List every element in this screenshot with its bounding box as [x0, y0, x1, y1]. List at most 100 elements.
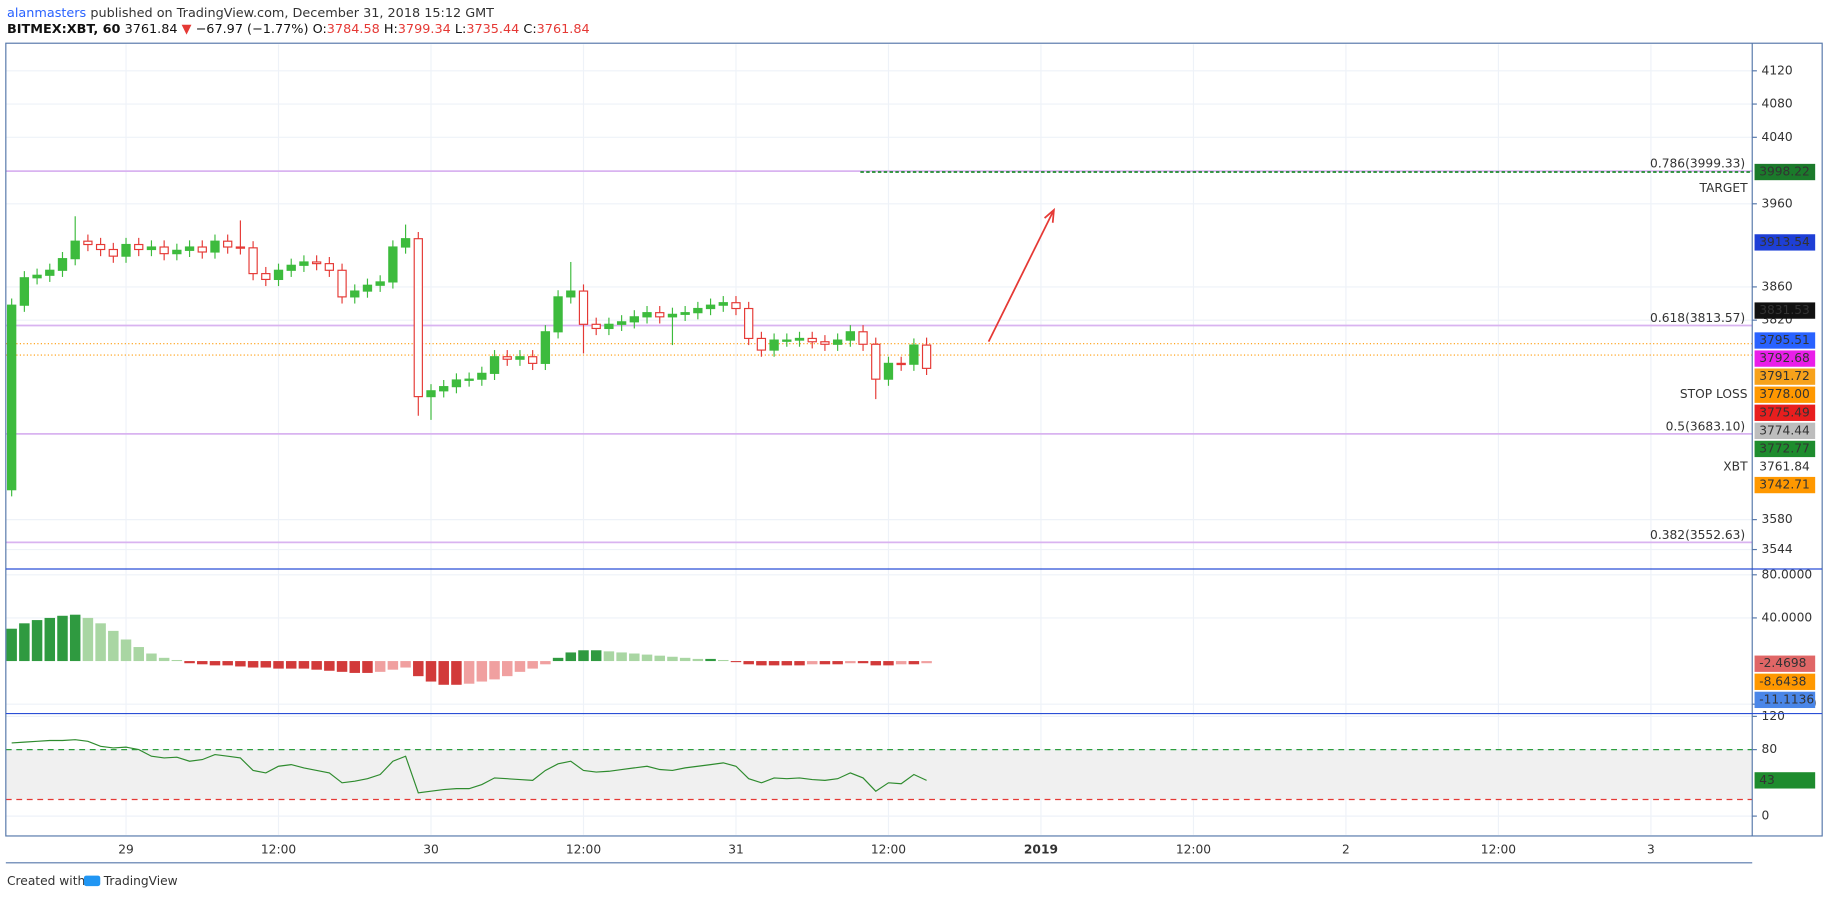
x-tick-label: 3 [1647, 842, 1655, 856]
price-tag [1754, 163, 1816, 181]
author[interactable]: alanmasters [7, 5, 87, 20]
candle-body [718, 302, 728, 306]
histogram-bar [883, 661, 894, 666]
y-tick-label: 3544 [1762, 542, 1793, 556]
candle-body [845, 331, 856, 341]
fib-label: 0.5(3683.10) [1666, 419, 1746, 433]
candle-body [210, 240, 220, 253]
candle-body [477, 372, 487, 380]
candle-body [388, 246, 398, 283]
price-tag-label: 3772.77 [1759, 441, 1810, 455]
candle-body [896, 362, 906, 366]
price-tag [1754, 234, 1816, 251]
histogram-bar [425, 661, 437, 682]
arrow-head [1043, 207, 1055, 223]
candle-body [667, 313, 678, 318]
candle-body [782, 339, 792, 342]
candle-body [527, 356, 538, 364]
candle-body [299, 261, 309, 266]
price-tag [1754, 332, 1816, 349]
target-label: TARGET [1698, 181, 1748, 195]
histogram-bar [705, 658, 716, 662]
candle-body [134, 243, 144, 251]
y-tick-label: 3960 [1762, 196, 1793, 210]
histogram-bar [222, 661, 233, 666]
ohlc-value: 3799.34 [398, 22, 451, 37]
histogram-bar [31, 620, 43, 662]
histogram-bar [235, 661, 246, 667]
footer-brand[interactable]: TradingView [103, 874, 178, 888]
histogram-bar [362, 661, 373, 673]
histogram-bar [489, 661, 500, 680]
candle-body [553, 296, 563, 333]
histogram-bar [6, 628, 17, 662]
candle-body [680, 312, 690, 315]
fib-label: 0.382(3552.63) [1650, 528, 1745, 542]
last-price: 3761.84 [125, 22, 178, 37]
symbol-line: BITMEX:XBT, 60 3761.84 ▼ −67.97 (−1.77%)… [7, 22, 590, 37]
x-tick-label: 2019 [1024, 842, 1058, 856]
histogram-bar [476, 661, 488, 682]
candle-body [832, 339, 843, 345]
histogram-bar [832, 661, 843, 665]
price-tag-label: -11.1136 [1759, 692, 1814, 706]
x-tick-label: 31 [728, 842, 744, 856]
candle-body [108, 248, 118, 257]
histogram-bar [273, 661, 284, 669]
rsi-line [11, 739, 927, 794]
candle-body [705, 304, 716, 310]
candle-body [655, 312, 665, 318]
candle-body [311, 261, 322, 265]
histogram-bar [311, 661, 322, 670]
price-tag-label: 3778.00 [1759, 387, 1810, 401]
candle-body [439, 386, 449, 392]
candle-body [70, 240, 80, 260]
histogram-bar [895, 661, 907, 665]
price-tag [1754, 422, 1816, 440]
ohlc-value: 3735.44 [466, 22, 519, 37]
y-tick-label: 0 [1762, 809, 1770, 823]
candle-body [6, 304, 17, 491]
header-line: alanmasters published on TradingView.com… [7, 5, 494, 20]
price-tag-label: 3774.44 [1759, 423, 1810, 437]
histogram-bar [298, 661, 310, 669]
candle-body [324, 263, 335, 271]
price-tag [1754, 772, 1816, 789]
price-tag-label: 3795.51 [1759, 333, 1810, 347]
histogram-bar [146, 653, 157, 662]
histogram-bar [870, 661, 882, 666]
histogram-bar [197, 661, 208, 665]
histogram-bar [451, 661, 462, 685]
candle-body [858, 331, 868, 345]
histogram-bar [209, 661, 221, 666]
y-tick-label: 4120 [1762, 63, 1793, 77]
y-tick-label: 3580 [1762, 512, 1793, 526]
candle-body [540, 331, 551, 364]
price-tag [1754, 691, 1816, 709]
candle-body [223, 240, 233, 248]
candle-body [807, 337, 817, 343]
candle-body [604, 323, 614, 330]
ohlc-key: O: [313, 22, 327, 37]
candle-body [400, 238, 411, 248]
y-tick-label: 4040 [1762, 130, 1793, 144]
histogram-bar [654, 655, 665, 662]
candle-body [19, 277, 30, 306]
candle-body [502, 356, 512, 360]
price-tag [1754, 302, 1816, 319]
histogram-bar [374, 661, 386, 672]
change-arrow: ▼ [182, 22, 192, 37]
price-tag [1754, 404, 1816, 421]
footer-created: Created with [7, 874, 85, 888]
histogram-bar [108, 630, 119, 662]
x-tick-label: 12:00 [871, 842, 906, 856]
x-tick-label: 12:00 [566, 842, 601, 856]
histogram-bar [514, 661, 526, 672]
price-tag-label: -8.6438 [1759, 674, 1806, 688]
price-tag [1754, 368, 1816, 385]
histogram-bar [552, 657, 564, 662]
candle-body [820, 341, 830, 345]
histogram-bar [184, 661, 195, 664]
candle-body [769, 339, 779, 351]
histogram-bar [794, 661, 805, 666]
